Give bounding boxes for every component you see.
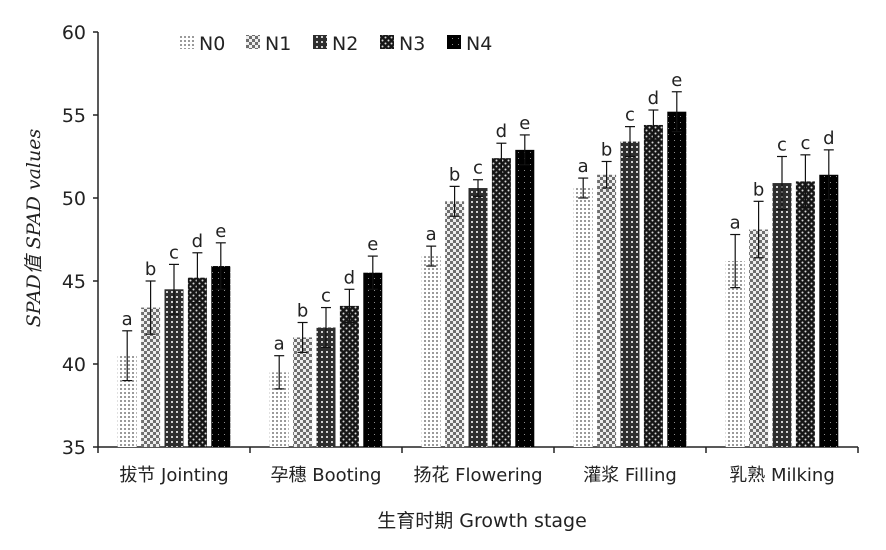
- significance-label: e: [367, 234, 378, 255]
- bar: [141, 307, 161, 447]
- significance-label: b: [601, 139, 612, 160]
- significance-label: d: [823, 128, 834, 149]
- bar: [573, 188, 593, 448]
- significance-label: e: [519, 113, 530, 134]
- significance-label: c: [777, 135, 787, 156]
- bar: [491, 158, 511, 447]
- significance-label: a: [426, 224, 437, 245]
- bar: [421, 256, 441, 447]
- bar: [643, 124, 663, 448]
- y-tick-label: 35: [62, 437, 86, 459]
- y-axis-label: SPAD值 SPAD values: [23, 129, 45, 328]
- bar: [339, 305, 359, 447]
- bar: [117, 355, 137, 447]
- significance-label: e: [671, 70, 682, 91]
- significance-label: d: [344, 267, 355, 288]
- bar: [293, 337, 313, 447]
- bar: [772, 183, 792, 447]
- y-tick-label: 60: [62, 22, 86, 44]
- legend-label: N2: [332, 33, 358, 55]
- bar: [620, 141, 640, 447]
- x-tick-label: 孕穗 Booting: [271, 465, 382, 486]
- x-tick-label: 乳熟 Milking: [729, 465, 835, 486]
- legend-swatch: [447, 35, 461, 49]
- y-tick-label: 55: [62, 105, 86, 127]
- bar: [515, 149, 535, 448]
- bar: [187, 277, 207, 447]
- bar: [667, 111, 687, 448]
- bar: [445, 201, 465, 447]
- legend-label: N4: [466, 33, 492, 55]
- legend: N0 N1 N2 N3 N4: [180, 33, 492, 55]
- bar: [468, 188, 488, 448]
- significance-label: c: [800, 133, 810, 154]
- bar: [597, 174, 617, 447]
- bar: [164, 289, 184, 447]
- significance-label: a: [274, 334, 285, 355]
- legend-swatch: [313, 35, 327, 49]
- bar: [269, 372, 289, 447]
- y-tick-label: 40: [62, 354, 86, 376]
- x-axis-label: 生育时期 Growth stage: [377, 510, 587, 532]
- x-tick-label: 灌浆 Filling: [583, 465, 677, 486]
- bar: [211, 266, 231, 447]
- legend-label: N1: [265, 33, 291, 55]
- bar: [819, 174, 839, 447]
- significance-label: c: [321, 286, 331, 307]
- legend-label: N0: [199, 33, 225, 55]
- significance-label: c: [625, 105, 635, 126]
- significance-label: b: [145, 259, 156, 280]
- significance-label: d: [496, 121, 507, 142]
- axes: 35 40 45 50 55 60 拔节 Jointing 孕穗 Booting 扬花 Flow…: [62, 22, 859, 486]
- significance-label: c: [169, 242, 179, 263]
- significance-label: b: [449, 164, 460, 185]
- bar: [749, 229, 769, 447]
- significance-label: b: [753, 179, 764, 200]
- x-tick-label: 扬花 Flowering: [413, 465, 542, 486]
- significance-label: d: [648, 88, 659, 109]
- significance-label: a: [730, 213, 741, 234]
- bar: [795, 181, 815, 447]
- legend-swatch: [380, 35, 394, 49]
- y-tick-label: 45: [62, 271, 86, 293]
- significance-label: a: [122, 309, 133, 330]
- legend-swatch: [180, 35, 194, 49]
- y-tick-label: 50: [62, 188, 86, 210]
- significance-label: a: [578, 156, 589, 177]
- significance-label: c: [473, 158, 483, 179]
- significance-label: e: [215, 221, 226, 242]
- x-tick-label: 拔节 Jointing: [119, 465, 228, 486]
- legend-label: N3: [399, 33, 425, 55]
- bar: [725, 261, 745, 447]
- bar: [316, 327, 336, 447]
- significance-label: b: [297, 301, 308, 322]
- legend-swatch: [246, 35, 260, 49]
- bar: [363, 272, 383, 447]
- significance-label: d: [192, 231, 203, 252]
